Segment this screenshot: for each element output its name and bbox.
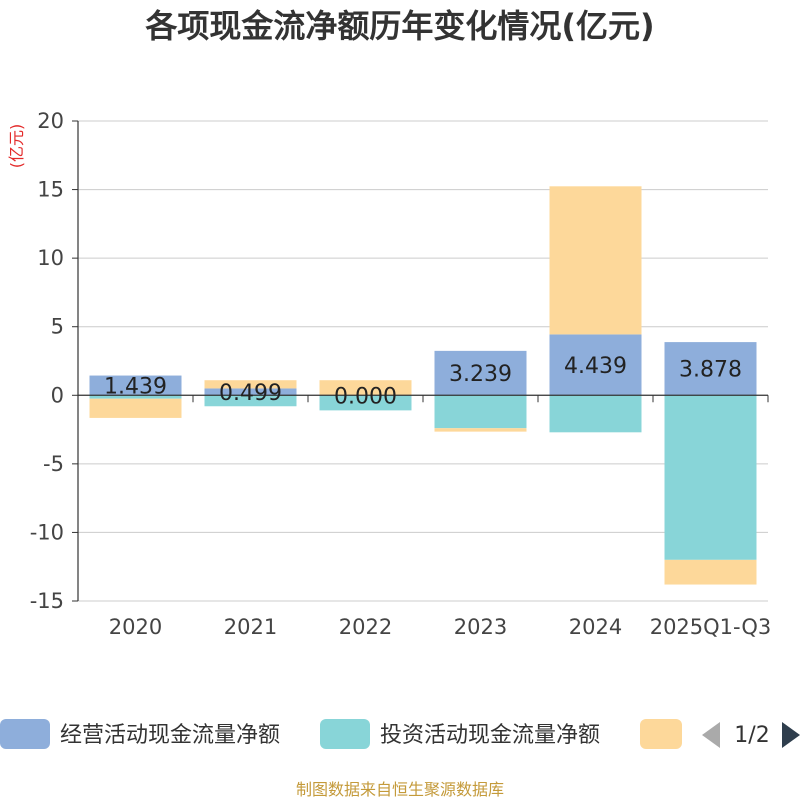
chart-title: 各项现金流净额历年变化情况(亿元): [145, 7, 654, 45]
x-tick-label: 2025Q1-Q3: [650, 615, 772, 639]
data-label-2025Q1-Q3: 3.878: [679, 358, 742, 383]
axes: 2020 2021 2022 2023 2024 2025Q1-Q3: [72, 120, 772, 639]
legend-item-investing[interactable]: 投资活动现金流量净额: [320, 719, 600, 749]
data-label-2024: 4.439: [564, 354, 627, 379]
y-tick-label: 10: [37, 246, 64, 270]
y-axis-unit-label: (亿元): [7, 124, 26, 169]
bar-series-0-2025Q1-Q3[interactable]: [664, 342, 757, 396]
data-label-2023: 3.239: [449, 362, 512, 387]
y-tick-label: -5: [43, 452, 64, 476]
x-tick-label: 2023: [454, 615, 507, 639]
y-tick-label: 0: [51, 383, 64, 407]
bar-series-0-2024[interactable]: [549, 334, 642, 396]
legend-label-operating: 经营活动现金流量净额: [60, 723, 280, 748]
x-tick-label: 2021: [224, 615, 277, 639]
bar-series-1-2021[interactable]: [204, 395, 297, 407]
y-tick-label: 15: [37, 178, 64, 202]
bar-series-1-2020[interactable]: [89, 395, 182, 399]
legend: 经营活动现金流量净额 投资活动现金流量净额 1/2: [0, 719, 800, 749]
bar-series-2-2020[interactable]: [89, 398, 182, 418]
bar-series-0-2021[interactable]: [204, 388, 297, 396]
bar-series-1-2024[interactable]: [549, 395, 642, 433]
y-tick-label: 20: [37, 109, 64, 133]
legend-item-operating[interactable]: 经营活动现金流量净额: [0, 719, 280, 749]
bar-series-1-2023[interactable]: [434, 395, 527, 429]
data-label-2020: 1.439: [104, 374, 167, 399]
pager-next-icon[interactable]: [782, 722, 800, 748]
legend-item-third[interactable]: [640, 719, 682, 749]
pager-prev-icon[interactable]: [702, 722, 720, 748]
data-label-2022: 0.000: [334, 384, 397, 409]
data-label-2021: 0.499: [219, 381, 282, 406]
data-labels: 1.439 0.499 0.000 3.239 4.439 3.878: [104, 354, 742, 409]
legend-swatch-third: [640, 719, 682, 749]
bars: [89, 186, 757, 585]
legend-swatch-investing: [320, 719, 370, 749]
legend-swatch-operating: [0, 719, 50, 749]
grid-lines: 20 15 10 5 0 -5 -10 -15: [30, 109, 768, 613]
y-tick-label: -15: [30, 589, 64, 613]
x-tick-label: 2024: [569, 615, 622, 639]
bar-series-1-2022[interactable]: [319, 395, 412, 411]
bar-series-2-2021[interactable]: [204, 380, 297, 389]
bar-series-0-2020[interactable]: [89, 375, 182, 396]
bar-series-2-2024[interactable]: [549, 186, 642, 335]
bar-series-1-2025Q1-Q3[interactable]: [664, 395, 757, 560]
bar-series-2-2023[interactable]: [434, 428, 527, 432]
bar-series-2-2025Q1-Q3[interactable]: [664, 559, 757, 585]
y-tick-label: 5: [51, 315, 64, 339]
source-note: 制图数据来自恒生聚源数据库: [296, 780, 504, 799]
bar-series-2-2022[interactable]: [319, 380, 412, 396]
x-tick-label: 2022: [339, 615, 392, 639]
legend-label-investing: 投资活动现金流量净额: [380, 723, 600, 748]
pager-text: 1/2: [734, 723, 769, 748]
x-tick-label: 2020: [109, 615, 162, 639]
y-tick-label: -10: [30, 520, 64, 544]
bar-series-0-2023[interactable]: [434, 350, 527, 396]
